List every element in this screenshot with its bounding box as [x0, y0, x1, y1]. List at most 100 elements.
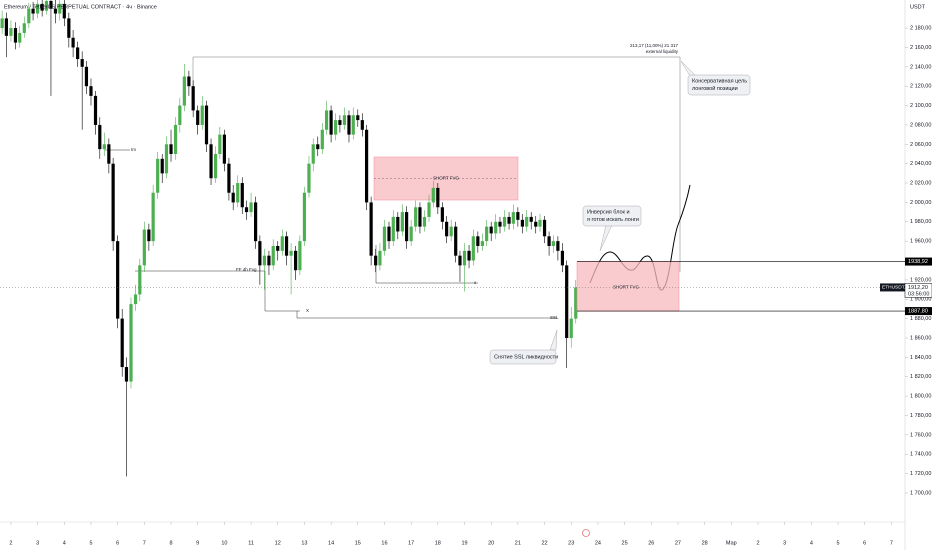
callout-text: Снятие SSL ликвидности — [494, 354, 558, 360]
x-tick-label: 4 — [63, 540, 66, 546]
candle-body — [316, 144, 320, 150]
y-tick-label: 1 700,00 — [910, 490, 931, 496]
candle-body — [378, 250, 382, 266]
x-tick-label: 5 — [89, 540, 92, 546]
candle-body — [329, 110, 333, 135]
candle-body — [324, 110, 329, 130]
candle-body — [494, 221, 498, 234]
callout — [582, 205, 642, 227]
event-icon[interactable] — [582, 529, 590, 537]
x-tick-label: 12 — [275, 540, 281, 546]
candle-body — [98, 124, 102, 150]
x-tick-label: 3 — [36, 540, 39, 546]
candle-body — [511, 212, 515, 224]
candle-body — [347, 115, 351, 135]
price-tag-label: 1912,20 — [908, 285, 928, 291]
x-tick-label: 17 — [408, 540, 414, 546]
x-tick-label: 13 — [301, 540, 307, 546]
y-tick-label: 1 860,00 — [910, 335, 931, 341]
candle-body — [556, 241, 560, 251]
candle-body — [102, 144, 106, 150]
callout-text: я готов искать лонги — [587, 217, 639, 223]
x-tick-label: 26 — [648, 540, 654, 546]
candle-body — [13, 28, 18, 43]
chart-title: Ethereum / TetherUS PERPETUAL CONTRACT ·… — [4, 4, 157, 10]
candle-body — [67, 18, 71, 38]
candle-body — [129, 304, 133, 382]
candle-body — [22, 23, 26, 33]
candle-body — [534, 221, 538, 227]
y-tick-label: 1 780,00 — [910, 413, 931, 419]
candle-body — [574, 287, 578, 319]
callout-text: лонговой позиции — [692, 85, 738, 92]
x-tick-label: 19 — [461, 540, 467, 546]
candle-body — [298, 241, 302, 271]
candle-body — [31, 8, 35, 14]
candle-body — [213, 153, 218, 179]
candle-body — [525, 216, 529, 227]
x-tick-label: 11 — [248, 540, 254, 546]
candle-body — [565, 265, 569, 338]
candle-body — [156, 158, 160, 193]
x-tick-label: 22 — [541, 540, 547, 546]
candle-body — [164, 144, 169, 174]
candle-body — [467, 250, 471, 261]
candle-body — [396, 216, 400, 232]
candle-body — [116, 241, 120, 319]
candle-body — [427, 202, 431, 217]
candle-body — [476, 236, 480, 246]
y-tick-label: 2 080,00 — [910, 122, 931, 128]
candle-body — [445, 221, 449, 237]
x-tick-label: 21 — [515, 540, 521, 546]
x-tick-label: 2 — [9, 540, 12, 546]
y-tick-label: 1 740,00 — [910, 452, 931, 458]
candle-body — [507, 216, 511, 224]
candle-body — [454, 226, 458, 256]
candle-body — [53, 8, 58, 14]
candle-body — [169, 144, 173, 154]
x-tick-label: 7 — [890, 540, 893, 546]
candle-body — [284, 236, 289, 256]
candle-body — [529, 216, 533, 222]
candle-body — [276, 245, 280, 251]
candle-body — [209, 144, 213, 179]
candle-body — [182, 76, 186, 106]
x-tick-label: 24 — [595, 540, 601, 546]
x-tick-label: 15 — [355, 540, 361, 546]
candle-body — [480, 241, 484, 246]
candle-body — [516, 212, 520, 220]
candle-body — [173, 124, 178, 154]
y-tick-label: 2 100,00 — [910, 103, 931, 109]
x-tick-label: 2 — [756, 540, 759, 546]
candle-body — [338, 120, 342, 125]
x-tick-label: 18 — [435, 540, 441, 546]
candle-body — [4, 18, 9, 36]
candle-body — [471, 236, 475, 261]
candle-body — [196, 110, 200, 125]
x-tick-label: 28 — [702, 540, 708, 546]
drawn-path — [589, 184, 691, 291]
candle-body — [80, 59, 84, 67]
candle-body — [307, 163, 311, 193]
candle-body — [409, 226, 413, 242]
candle-body — [502, 216, 507, 227]
candle-body — [120, 318, 124, 368]
candle-body — [560, 250, 565, 266]
candle-body — [485, 226, 489, 242]
candle-body — [249, 202, 253, 213]
y-tick-label: 1 800,00 — [910, 394, 931, 400]
candle-body — [240, 183, 244, 208]
candle-body — [489, 226, 493, 234]
y-tick-label: 1 840,00 — [910, 355, 931, 361]
candle-body — [160, 158, 164, 174]
x-tick-label: 8 — [169, 540, 172, 546]
candle-body — [18, 32, 22, 43]
candle-body — [271, 245, 275, 266]
y-tick-label: 1 720,00 — [910, 471, 931, 477]
candle-body — [369, 202, 373, 256]
candle-body — [227, 163, 231, 193]
y-tick-label: 2 180,00 — [910, 26, 931, 32]
candle-body — [400, 212, 404, 232]
y-tick-label: 1 900,00 — [910, 297, 931, 303]
